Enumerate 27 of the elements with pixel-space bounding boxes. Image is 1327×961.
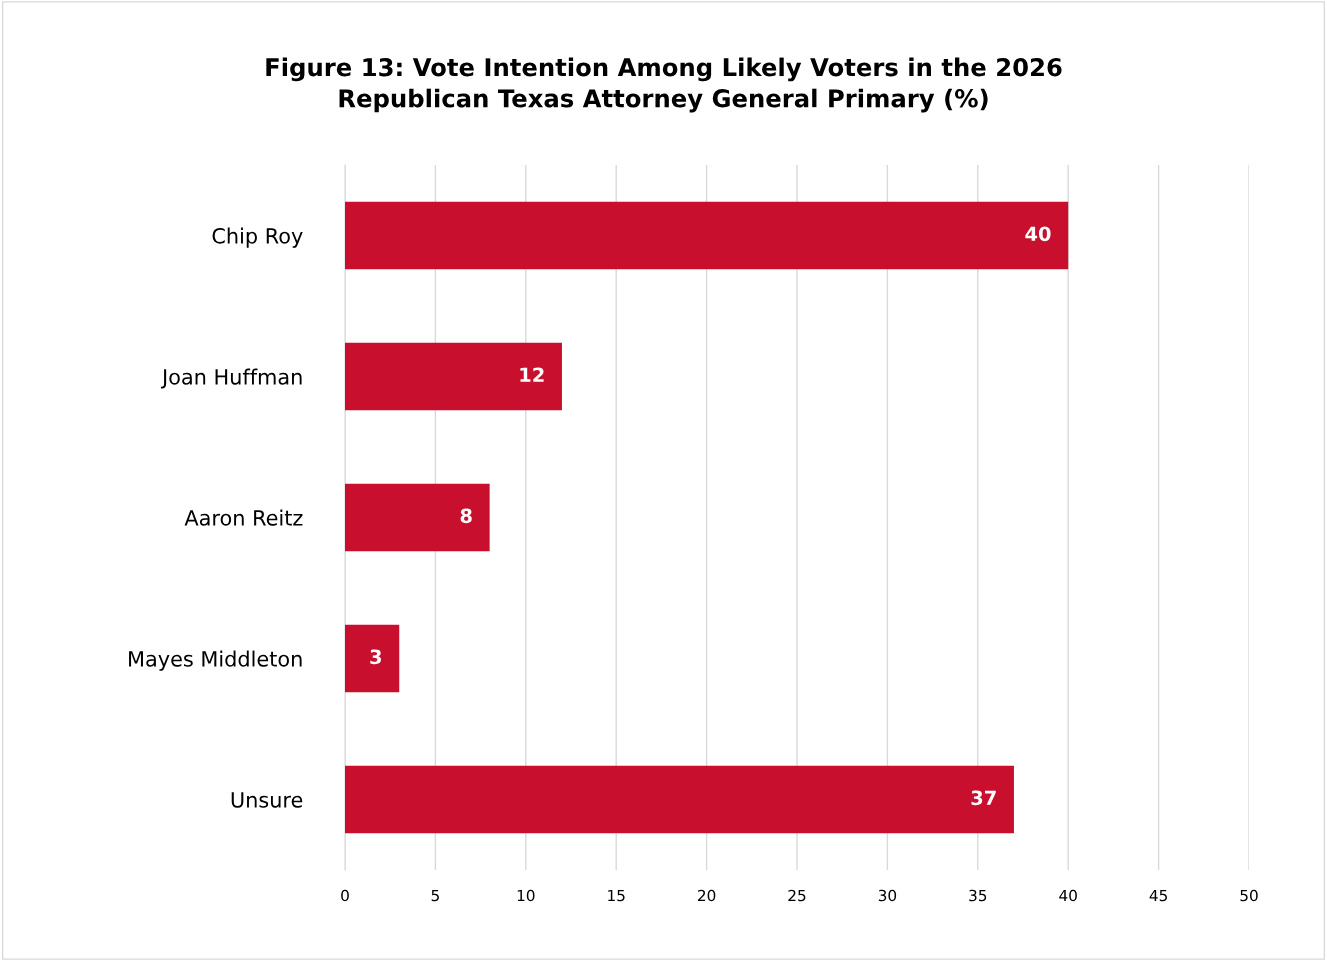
bar [345, 765, 1014, 834]
x-tick-label: 50 [1240, 889, 1258, 902]
x-tick-label: 40 [1059, 889, 1077, 902]
x-tick-label: 25 [788, 889, 806, 902]
x-tick-label: 30 [878, 889, 897, 902]
bar [345, 483, 490, 552]
x-tick-label: 5 [431, 889, 439, 902]
x-tick-label: 45 [1149, 889, 1167, 902]
y-tick-label: Aaron Reitz [184, 509, 303, 526]
data-label: 37 [971, 790, 996, 806]
data-label: 8 [460, 508, 472, 524]
data-label: 40 [1025, 226, 1051, 242]
bar [345, 342, 562, 411]
bar [345, 624, 400, 693]
x-tick-label: 20 [698, 889, 716, 902]
y-tick-label: Mayes Middleton [129, 650, 302, 671]
bar [345, 201, 1069, 270]
x-tick-label: 0 [341, 889, 349, 902]
y-tick-label: Joan Huffman [160, 368, 302, 389]
x-tick-label: 15 [608, 889, 625, 902]
data-label: 12 [520, 367, 544, 382]
y-tick-label: Chip Roy [212, 227, 303, 248]
y-tick-label: Unsure [231, 792, 303, 808]
chart-title: Figure 13: Vote Intention Among Likely Voters in the 2026 Republican Texas Attorney General Primary (%) [266, 57, 1062, 113]
x-tick-label: 10 [517, 889, 535, 902]
x-tick-label: 35 [969, 889, 987, 902]
data-label: 3 [370, 649, 382, 665]
